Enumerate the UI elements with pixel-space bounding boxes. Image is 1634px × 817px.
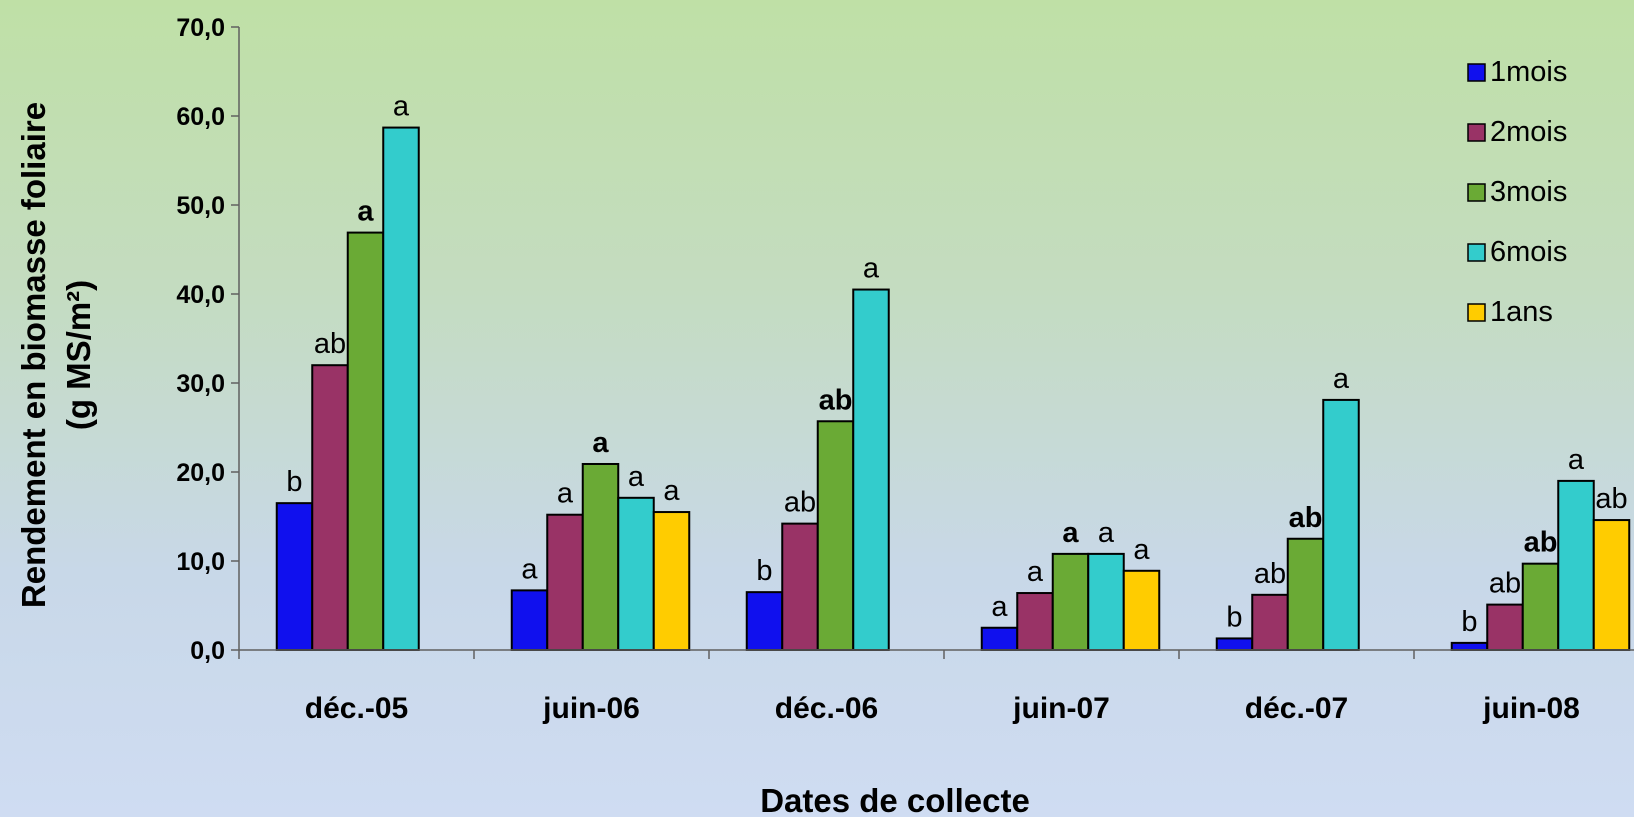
x-axis-title: Dates de collecte <box>760 782 1030 817</box>
legend-swatch <box>1467 63 1486 82</box>
x-category-label: juin-06 <box>542 692 640 725</box>
bar-1mois-5 <box>1450 641 1489 652</box>
y-tick-label: 60,0 <box>176 103 225 131</box>
bar-1mois-4 <box>1215 637 1254 651</box>
significance-label: a <box>863 253 880 285</box>
bar-3mois-2 <box>816 420 855 651</box>
bar-2mois-2 <box>781 522 819 651</box>
significance-label: b <box>756 555 772 587</box>
bar-6mois-3 <box>1087 552 1125 652</box>
x-category-label: déc.-07 <box>1245 692 1348 725</box>
x-axis-category-labels: déc.-05 juin-06 déc.-06 juin-07 déc.-07 juin-… <box>238 650 1580 725</box>
bar-3mois-1 <box>581 462 620 651</box>
legend-label: 1ans <box>1490 296 1553 328</box>
significance-label: a <box>1133 534 1150 566</box>
significance-label: b <box>1461 606 1477 638</box>
legend-swatch <box>1467 303 1486 322</box>
y-tick-label: 20,0 <box>176 459 225 487</box>
bar-6mois-1 <box>617 496 655 651</box>
significance-label: a <box>521 553 538 585</box>
bar-2mois-1 <box>546 513 584 651</box>
y-tick-label: 10,0 <box>176 548 225 576</box>
bar-3mois-0 <box>346 231 385 651</box>
bar-2mois-0 <box>311 364 349 651</box>
significance-label: ab <box>819 384 853 416</box>
significance-label: ab <box>1489 568 1521 600</box>
bar-6mois-4 <box>1322 398 1360 651</box>
y-tick-label: 50,0 <box>176 192 225 220</box>
significance-label: a <box>1333 363 1350 395</box>
legend-swatch <box>1467 243 1486 262</box>
significance-label: ab <box>1595 483 1627 515</box>
x-category-label: juin-08 <box>1482 692 1580 725</box>
y-tick-label: 0,0 <box>190 637 225 665</box>
significance-label: a <box>1098 517 1115 549</box>
y-tick-label: 70,0 <box>176 14 225 42</box>
significance-label: b <box>286 466 302 498</box>
bar-6mois-0 <box>382 126 420 651</box>
significance-label: a <box>663 475 680 507</box>
significance-label: a <box>557 478 574 510</box>
bar-1ans-1 <box>652 511 691 651</box>
significance-label: a <box>1568 444 1585 476</box>
bar-6mois-2 <box>852 288 890 651</box>
legend-swatch <box>1467 123 1486 142</box>
significance-label: a <box>991 591 1008 623</box>
bar-1ans-5 <box>1592 519 1631 651</box>
legend-label: 3mois <box>1490 176 1567 208</box>
bar-1mois-0 <box>275 502 314 651</box>
significance-label: a <box>1027 556 1044 588</box>
x-category-label: juin-07 <box>1012 692 1110 725</box>
legend-label: 1mois <box>1490 56 1567 88</box>
significance-label: a <box>1062 517 1079 549</box>
bar-1mois-1 <box>510 589 549 651</box>
significance-label: ab <box>784 487 816 519</box>
bar-3mois-3 <box>1051 552 1090 652</box>
y-axis-title-line-2: (g MS/m²) <box>60 280 97 430</box>
significance-label: ab <box>314 328 346 360</box>
bar-3mois-4 <box>1286 537 1325 651</box>
bar-1mois-2 <box>745 591 784 652</box>
bar-3mois-5 <box>1521 562 1560 651</box>
y-tick-label: 40,0 <box>176 281 225 309</box>
significance-label: a <box>592 427 609 459</box>
significance-label: a <box>357 196 374 228</box>
significance-label: ab <box>1254 558 1286 590</box>
significance-label: b <box>1226 601 1242 633</box>
bar-2mois-4 <box>1251 593 1289 652</box>
y-axis-title: Rendement en biomasse foliaire (g MS/m²) <box>15 102 97 608</box>
bar-1ans-3 <box>1122 569 1161 651</box>
bar-1mois-3 <box>980 626 1019 651</box>
bar-series-group <box>275 126 1631 652</box>
y-axis-title-line-1: Rendement en biomasse foliaire <box>15 102 52 608</box>
bar-2mois-3 <box>1016 592 1054 651</box>
legend-label: 2mois <box>1490 116 1567 148</box>
legend: 1mois 2mois 3mois 6mois 1ans <box>1467 56 1567 328</box>
legend-label: 6mois <box>1490 236 1567 268</box>
significance-label: a <box>393 91 410 123</box>
bar-6mois-5 <box>1557 479 1595 651</box>
significance-label: a <box>628 461 645 493</box>
x-category-label: déc.-06 <box>775 692 878 725</box>
significance-label: ab <box>1524 527 1558 559</box>
x-category-label: déc.-05 <box>305 692 408 725</box>
bar-2mois-5 <box>1486 603 1524 651</box>
y-axis-ticks: 0,0 10,0 20,0 30,0 40,0 50,0 60,0 70,0 <box>176 14 239 665</box>
axes <box>238 27 1634 651</box>
legend-swatch <box>1467 183 1486 202</box>
y-tick-label: 30,0 <box>176 370 225 398</box>
significance-label: ab <box>1289 502 1323 534</box>
